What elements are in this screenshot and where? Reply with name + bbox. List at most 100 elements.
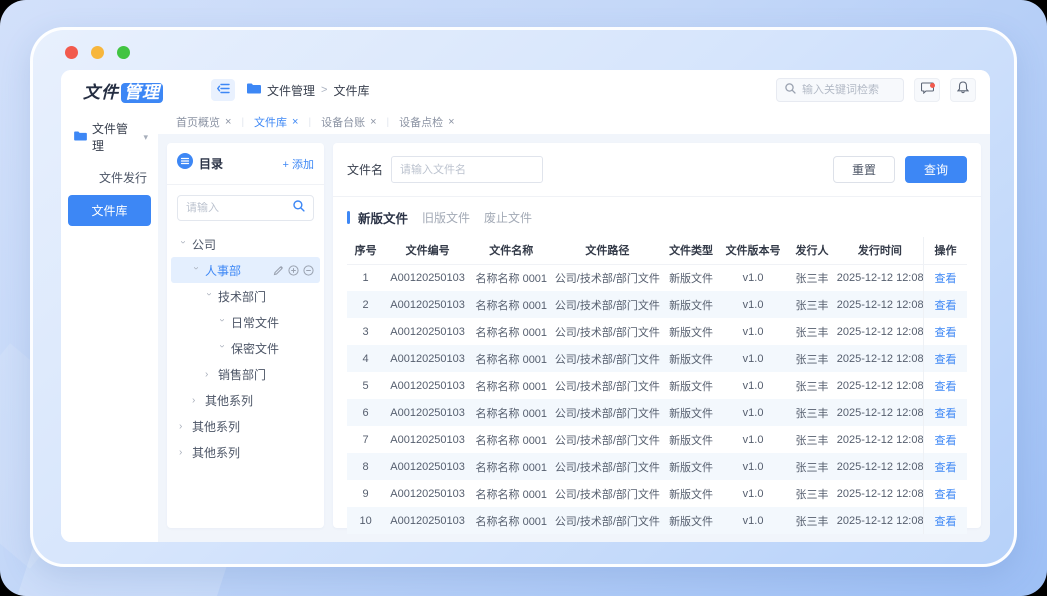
view-link[interactable]: 查看 bbox=[934, 434, 957, 447]
add-directory-button[interactable]: + 添加 bbox=[282, 158, 315, 171]
table-cell: 张三丰 bbox=[787, 291, 837, 318]
table-cell: 新版文件 bbox=[663, 291, 719, 318]
caret-collapsed-icon[interactable]: › bbox=[179, 420, 183, 432]
view-link[interactable]: 查看 bbox=[934, 515, 957, 528]
table-cell: A00120250103 bbox=[384, 507, 471, 534]
table-cell: A00120250103 bbox=[390, 325, 465, 338]
table-body: 1 A00120250103 名称名称 0001 公司/技术部/部门文件 新版文件 v1.… bbox=[347, 264, 967, 534]
folder-icon bbox=[247, 83, 261, 97]
tab-首页概览[interactable]: 首页概览 × bbox=[166, 114, 241, 130]
breadcrumb-current[interactable]: 文件库 bbox=[333, 83, 370, 98]
directory-tree: › 公司 › 人事部 › 技术部门 › 日常文件 › 保密文件 › 销售部门 › 其他系列 › 其他系列 › 其他… bbox=[167, 227, 324, 528]
reset-button[interactable]: 重置 bbox=[832, 156, 895, 183]
caret-collapsed-icon[interactable]: › bbox=[192, 394, 196, 406]
app-header: 文件 管理 文件管理 > 文件库 bbox=[61, 70, 990, 110]
view-link[interactable]: 查看 bbox=[934, 461, 957, 474]
view-link[interactable]: 查看 bbox=[934, 407, 957, 420]
table-cell: 张三丰 bbox=[795, 434, 829, 447]
search-button[interactable]: 查询 bbox=[904, 156, 967, 183]
caret-collapsed-icon[interactable]: › bbox=[205, 368, 209, 380]
table-cell: 公司/技术部/部门文件 bbox=[551, 291, 664, 318]
close-tab-icon[interactable]: × bbox=[292, 116, 299, 128]
tree-node-人事部[interactable]: › 人事部 bbox=[171, 257, 320, 283]
close-tab-icon[interactable]: × bbox=[370, 116, 377, 128]
add-node-icon[interactable] bbox=[288, 264, 299, 276]
caret-expanded-icon[interactable]: › bbox=[216, 318, 228, 322]
tab-文件库[interactable]: 文件库 × bbox=[244, 114, 308, 130]
view-link[interactable]: 查看 bbox=[934, 299, 957, 312]
table-cell: A00120250103 bbox=[390, 379, 465, 392]
tree-node-保密文件[interactable]: › 保密文件 bbox=[171, 335, 320, 361]
caret-expanded-icon[interactable]: › bbox=[203, 292, 215, 296]
global-search-input[interactable] bbox=[802, 84, 892, 96]
tree-node-其他系列[interactable]: › 其他系列 bbox=[171, 387, 320, 413]
table-cell: A00120250103 bbox=[390, 487, 465, 500]
caret-collapsed-icon[interactable]: › bbox=[179, 446, 183, 458]
tree-search-input[interactable] bbox=[186, 202, 289, 214]
table-cell: v1.0 bbox=[742, 325, 764, 338]
version-tab-废止文件[interactable]: 废止文件 bbox=[484, 211, 533, 225]
table-cell: 2025-12-12 12:08 bbox=[836, 399, 924, 426]
close-tab-icon[interactable]: × bbox=[225, 116, 232, 128]
minimize-window-dot[interactable] bbox=[91, 46, 104, 59]
table-cell: 2025-12-12 12:08 bbox=[836, 487, 924, 500]
close-tab-icon[interactable]: × bbox=[448, 116, 455, 128]
global-search[interactable] bbox=[776, 78, 904, 102]
table-cell: 5 bbox=[362, 379, 369, 392]
column-header-发行时间: 发行时间 bbox=[836, 237, 924, 265]
table-cell: A00120250103 bbox=[390, 433, 465, 446]
tree-node-技术部门[interactable]: › 技术部门 bbox=[171, 283, 320, 309]
column-header-发行人: 发行人 bbox=[787, 237, 837, 265]
sidebar-group-file-management[interactable]: 文件管理 ▾ bbox=[61, 114, 158, 162]
table-cell: 名称名称 0001 bbox=[475, 380, 548, 393]
breadcrumb-root[interactable]: 文件管理 bbox=[267, 83, 316, 98]
table-row: 10 A00120250103 名称名称 0001 公司/技术部/部门文件 新版文件 v1… bbox=[347, 507, 967, 534]
notifications-button[interactable] bbox=[950, 78, 976, 102]
tree-node-日常文件[interactable]: › 日常文件 bbox=[171, 309, 320, 335]
search-icon[interactable] bbox=[293, 199, 305, 217]
tree-node-销售部门[interactable]: › 销售部门 bbox=[171, 361, 320, 387]
tab-设备台账[interactable]: 设备台账 × bbox=[311, 114, 386, 130]
tab-设备点检[interactable]: 设备点检 × bbox=[389, 114, 464, 130]
sidebar-collapse-button[interactable] bbox=[211, 79, 235, 101]
remove-node-icon[interactable] bbox=[303, 264, 314, 276]
folder-icon bbox=[74, 130, 87, 144]
tab-label: 设备台账 bbox=[321, 117, 366, 129]
action-cell: 查看 bbox=[923, 426, 967, 453]
tree-node-label: 销售部门 bbox=[218, 367, 267, 382]
edit-icon[interactable] bbox=[273, 265, 284, 276]
maximize-window-dot[interactable] bbox=[117, 46, 130, 59]
tab-label: 文件库 bbox=[254, 117, 288, 129]
table-cell: 张三丰 bbox=[795, 272, 829, 285]
view-link[interactable]: 查看 bbox=[934, 272, 957, 285]
messages-button[interactable] bbox=[914, 78, 940, 102]
tree-node-其他系列[interactable]: › 其他系列 bbox=[171, 413, 320, 439]
main-column: 首页概览 × | 文件库 × | 设备台账 × | 设备点检 × 目录 + 添加 bbox=[158, 110, 990, 542]
side-navigation: 文件管理 ▾ 文件发行文件库 bbox=[61, 110, 158, 542]
bell-icon bbox=[956, 81, 970, 99]
window-controls bbox=[65, 46, 130, 59]
view-link[interactable]: 查看 bbox=[934, 326, 957, 339]
table-cell: 2025-12-12 12:08 bbox=[836, 345, 924, 372]
view-link[interactable]: 查看 bbox=[934, 488, 957, 501]
view-link[interactable]: 查看 bbox=[934, 353, 957, 366]
view-link[interactable]: 查看 bbox=[934, 380, 957, 393]
tree-node-公司[interactable]: › 公司 bbox=[171, 231, 320, 257]
version-tab-旧版文件[interactable]: 旧版文件 bbox=[422, 211, 471, 225]
caret-expanded-icon[interactable]: › bbox=[216, 344, 228, 348]
sidebar-item-文件库[interactable]: 文件库 bbox=[68, 195, 151, 226]
tree-node-其他系列[interactable]: › 其他系列 bbox=[171, 439, 320, 465]
action-cell: 查看 bbox=[923, 399, 967, 426]
caret-expanded-icon[interactable]: › bbox=[177, 240, 189, 244]
sidebar-item-文件发行[interactable]: 文件发行 bbox=[99, 171, 148, 185]
caret-expanded-icon[interactable]: › bbox=[190, 266, 202, 270]
version-tab-新版文件[interactable]: 新版文件 bbox=[358, 212, 409, 226]
table-cell: 名称名称 0001 bbox=[475, 272, 548, 285]
close-window-dot[interactable] bbox=[65, 46, 78, 59]
table-cell: 1 bbox=[362, 271, 369, 284]
filename-filter-input[interactable] bbox=[391, 156, 544, 183]
tree-search-box[interactable] bbox=[177, 195, 314, 221]
table-cell: 9 bbox=[362, 487, 369, 500]
table-cell: 公司/技术部/部门文件 bbox=[551, 345, 664, 372]
table-cell: 张三丰 bbox=[787, 453, 837, 480]
